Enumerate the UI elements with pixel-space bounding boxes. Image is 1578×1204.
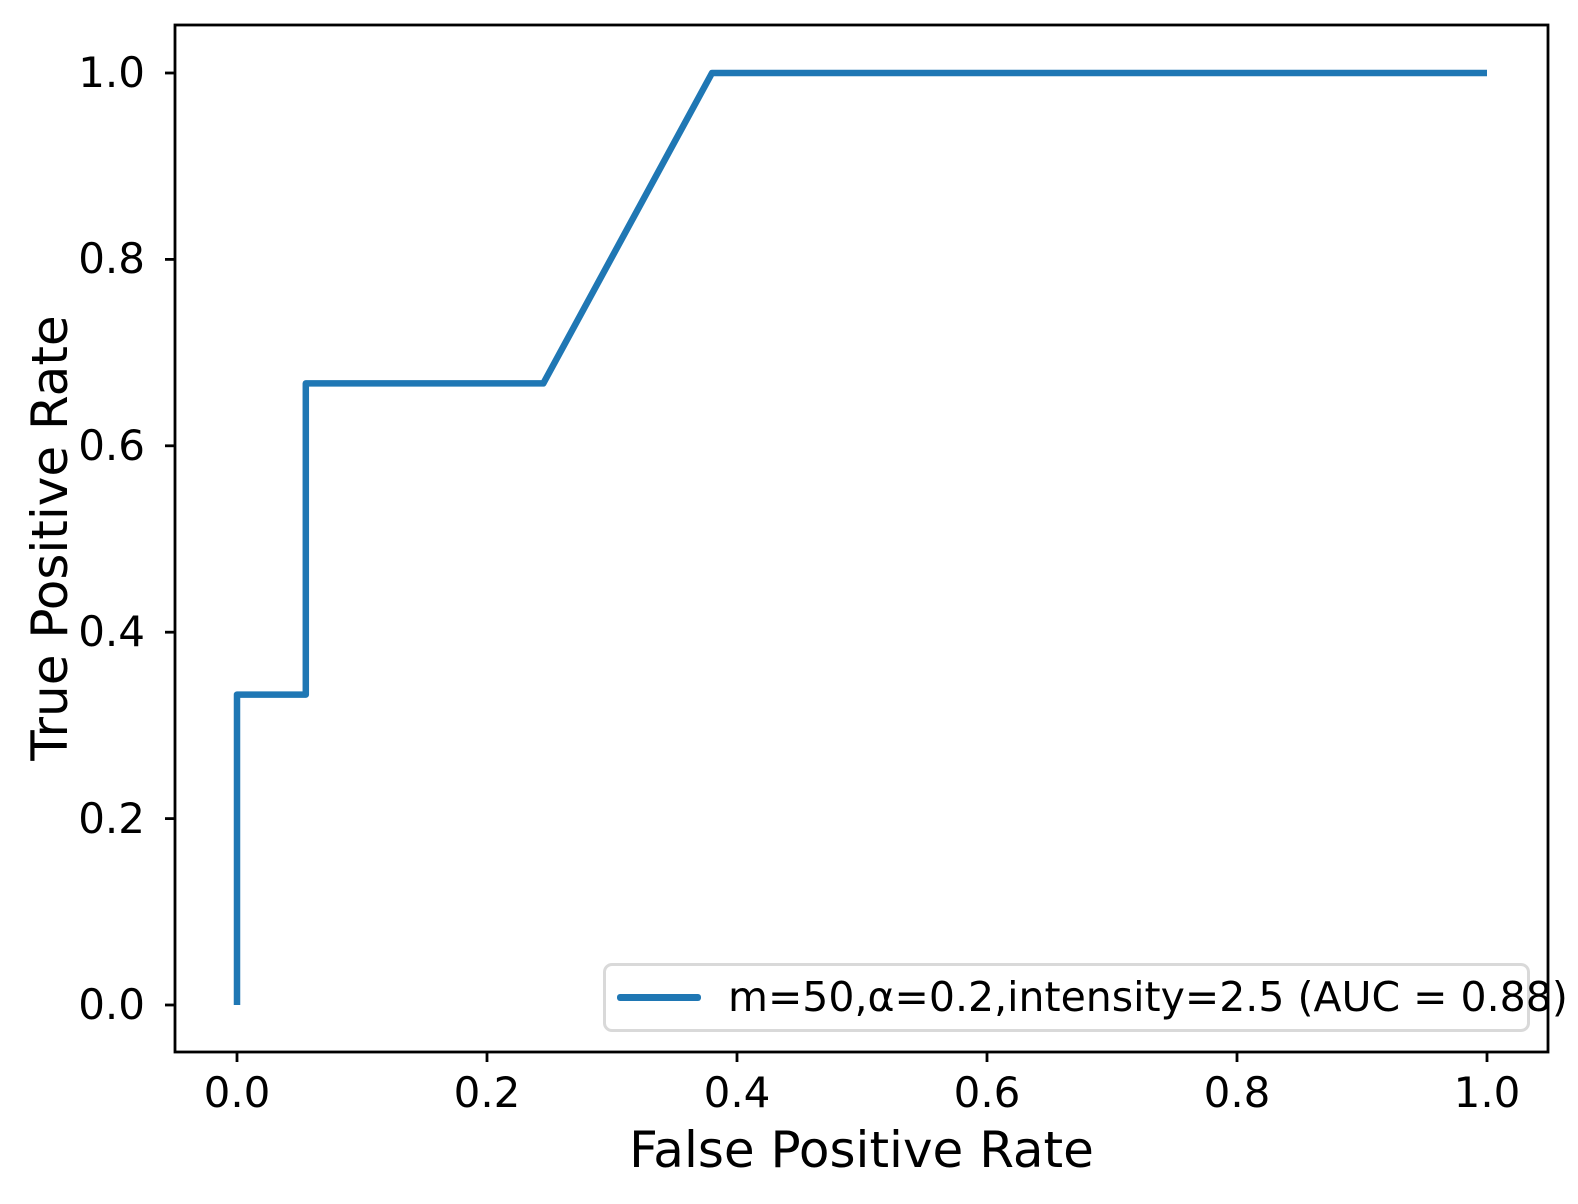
x-axis-label: False Positive Rate: [629, 1121, 1094, 1179]
x-tick-label: 0.4: [703, 1068, 771, 1117]
y-tick-label: 0.8: [78, 234, 145, 284]
y-tick-label: 0.2: [78, 793, 145, 843]
y-tick-label: 0.0: [78, 980, 145, 1029]
y-tick-label: 0.4: [78, 607, 145, 657]
x-tick-label: 0.8: [1203, 1068, 1271, 1117]
axes-frame: [173, 23, 1550, 1054]
x-tick-label: 0.0: [203, 1068, 271, 1117]
y-tick-label: 0.6: [78, 420, 145, 470]
x-tick-label: 0.6: [953, 1068, 1021, 1117]
x-tick-label: 1.0: [1453, 1068, 1521, 1117]
tick-marks: [165, 71, 1489, 1062]
legend-label: m=50,α=0.2,intensity=2.5 (AUC = 0.88): [728, 973, 1568, 1021]
y-axis-label: True Positive Rate: [21, 315, 79, 761]
x-tick-label: 0.2: [453, 1068, 521, 1117]
y-tick-label: 1.0: [78, 48, 145, 97]
legend-line-swatch: [617, 994, 701, 1001]
roc-curve-line: [233, 69, 1487, 1005]
legend: m=50,α=0.2,intensity=2.5 (AUC = 0.88): [603, 963, 1568, 1032]
